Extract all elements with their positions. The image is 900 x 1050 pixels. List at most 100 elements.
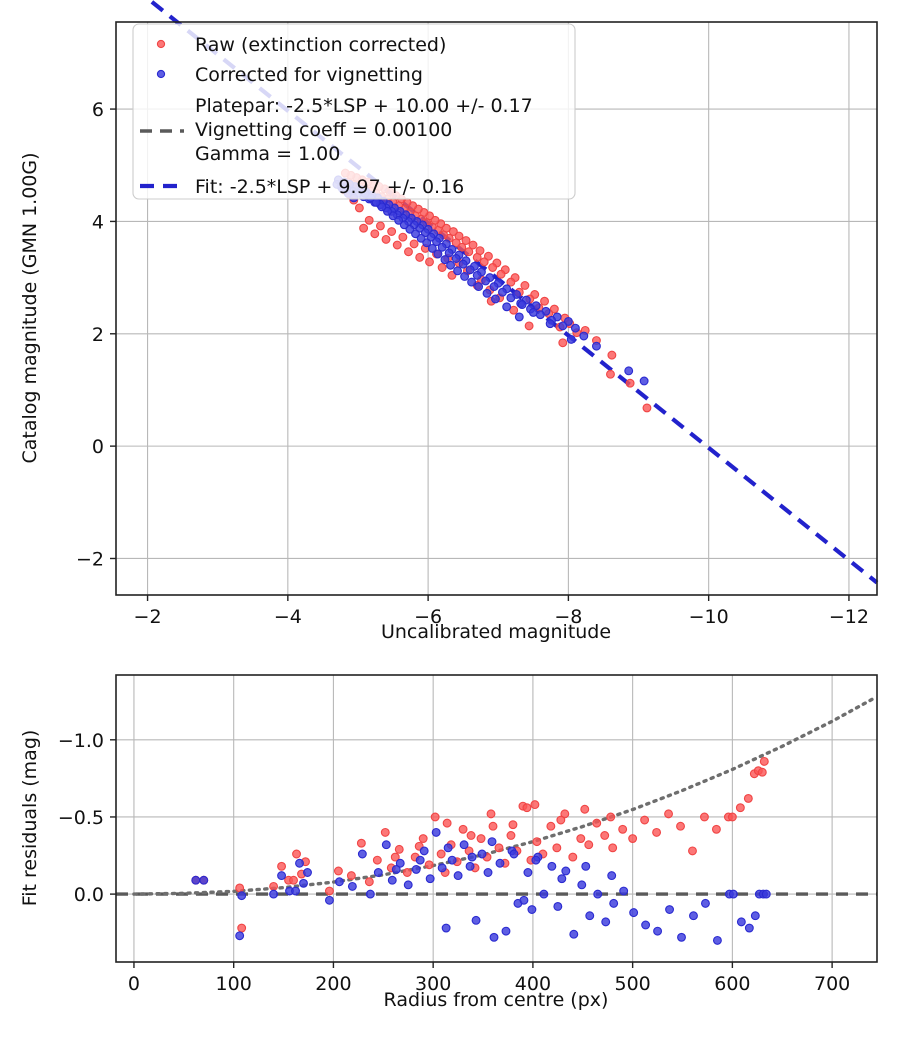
residual-point-corrected [387, 875, 397, 885]
data-point-corrected [440, 255, 450, 265]
data-point-raw [451, 238, 461, 248]
residual-point-raw [436, 849, 446, 859]
residual-point-corrected [593, 889, 603, 899]
data-point-corrected [432, 237, 441, 247]
legend-background [132, 23, 576, 200]
vignetting-curve-path [132, 697, 874, 896]
residual-point-raw [652, 827, 662, 837]
residual-point-raw [608, 843, 618, 853]
legend-label-fit: Fit: -2.5*LSP + 9.97 +/- 0.16 [195, 176, 464, 198]
data-point-raw [520, 281, 530, 290]
legend-label-vignetting-coeff: Vignetting coeff = 0.00100 [195, 119, 452, 141]
top-xaxis-title: Uncalibrated magnitude [381, 621, 611, 643]
residual-point-corrected [561, 866, 571, 876]
top-tick-labels: −2 −4 −6 −8 −10 −12 −2 0 2 4 6 [76, 99, 869, 628]
data-point-corrected [472, 270, 482, 280]
data-point-corrected [446, 260, 456, 270]
residual-point-corrected [531, 855, 541, 865]
residual-raw-points [191, 756, 769, 933]
data-point-corrected [506, 293, 516, 303]
residual-point-raw [508, 820, 518, 830]
tick-label-x: 700 [814, 973, 850, 995]
data-point-raw [437, 263, 447, 272]
residual-point-corrected [700, 898, 710, 908]
residual-point-corrected [471, 915, 481, 925]
residual-point-raw [356, 838, 366, 848]
residual-point-raw [333, 866, 343, 876]
vignetting-model-curve [132, 697, 874, 896]
residual-point-corrected [334, 877, 344, 887]
data-point-raw [642, 403, 652, 413]
residual-point-corrected [665, 905, 674, 914]
tick-label-x: 100 [216, 973, 252, 995]
residual-point-corrected [303, 868, 312, 877]
data-point-corrected [563, 316, 573, 326]
residual-point-corrected [431, 827, 441, 837]
residual-point-raw [628, 834, 638, 844]
data-point-raw [461, 236, 471, 245]
residual-point-corrected [581, 861, 591, 871]
residual-point-corrected [437, 863, 447, 873]
data-point-corrected [489, 282, 499, 292]
data-point-corrected [382, 206, 392, 216]
residual-point-corrected [641, 920, 651, 930]
top-axes-frame [115, 21, 878, 596]
legend-label-platepar: Platepar: -2.5*LSP + 10.00 +/- 0.17 [195, 95, 533, 117]
residual-point-corrected [199, 875, 209, 885]
residual-point-corrected [577, 880, 587, 890]
data-point-raw [409, 239, 419, 249]
data-point-corrected [517, 300, 527, 310]
residual-point-raw [532, 837, 542, 847]
legend-marker-corrected-dot-icon [156, 69, 166, 79]
residual-point-corrected [523, 868, 533, 877]
residual-point-raw [560, 809, 570, 819]
residual-point-corrected [477, 849, 487, 859]
data-point-corrected [444, 248, 454, 258]
legend[interactable]: Raw (extinction corrected) Corrected for… [132, 23, 576, 200]
tick-label-x: −2 [134, 606, 162, 628]
residual-point-corrected [425, 874, 435, 884]
panel-photometric-calibration: −2 −4 −6 −8 −10 −12 −2 0 2 4 6 Uncalibrated magnit… [19, 0, 879, 643]
residual-point-corrected [557, 874, 567, 884]
residual-point-raw [711, 824, 721, 834]
residual-point-raw [688, 846, 697, 856]
residual-point-raw [402, 868, 412, 877]
residual-point-raw [458, 824, 468, 834]
residual-point-corrected [459, 840, 469, 850]
data-point-corrected [458, 259, 468, 269]
residual-point-corrected [235, 931, 245, 941]
tick-label-x: −8 [554, 606, 582, 628]
residual-point-raw [600, 831, 610, 840]
residual-point-raw [488, 821, 498, 831]
residual-point-corrected [609, 898, 619, 908]
data-point-corrected [545, 319, 555, 329]
data-point-raw [509, 305, 519, 315]
tick-label-y: −1.0 [58, 730, 104, 752]
residual-point-corrected [629, 908, 639, 918]
residual-point-corrected [395, 858, 405, 868]
data-point-raw [354, 203, 364, 213]
data-point-raw [415, 252, 425, 262]
data-point-raw [524, 321, 534, 331]
residual-point-raw [556, 815, 566, 825]
tick-label-x: −12 [829, 606, 869, 628]
tick-label-y: −0.5 [58, 807, 104, 829]
residual-point-corrected [453, 871, 463, 881]
residual-point-corrected [381, 840, 391, 850]
data-point-raw [558, 338, 568, 348]
residual-point-corrected [501, 926, 511, 936]
residual-point-corrected [411, 864, 421, 874]
residual-point-corrected [585, 911, 595, 921]
data-point-raw [370, 229, 380, 239]
tick-label-x: 200 [315, 973, 351, 995]
residual-point-raw [743, 793, 753, 803]
data-point-corrected [591, 341, 601, 351]
residual-point-corrected [443, 843, 453, 853]
residual-point-raw [592, 818, 602, 828]
residual-point-corrected [191, 875, 201, 885]
top-yaxis-title: Catalog magnitude (GMN 1.00G) [19, 152, 41, 463]
residual-point-corrected [403, 880, 413, 890]
data-point-corrected [482, 288, 492, 298]
